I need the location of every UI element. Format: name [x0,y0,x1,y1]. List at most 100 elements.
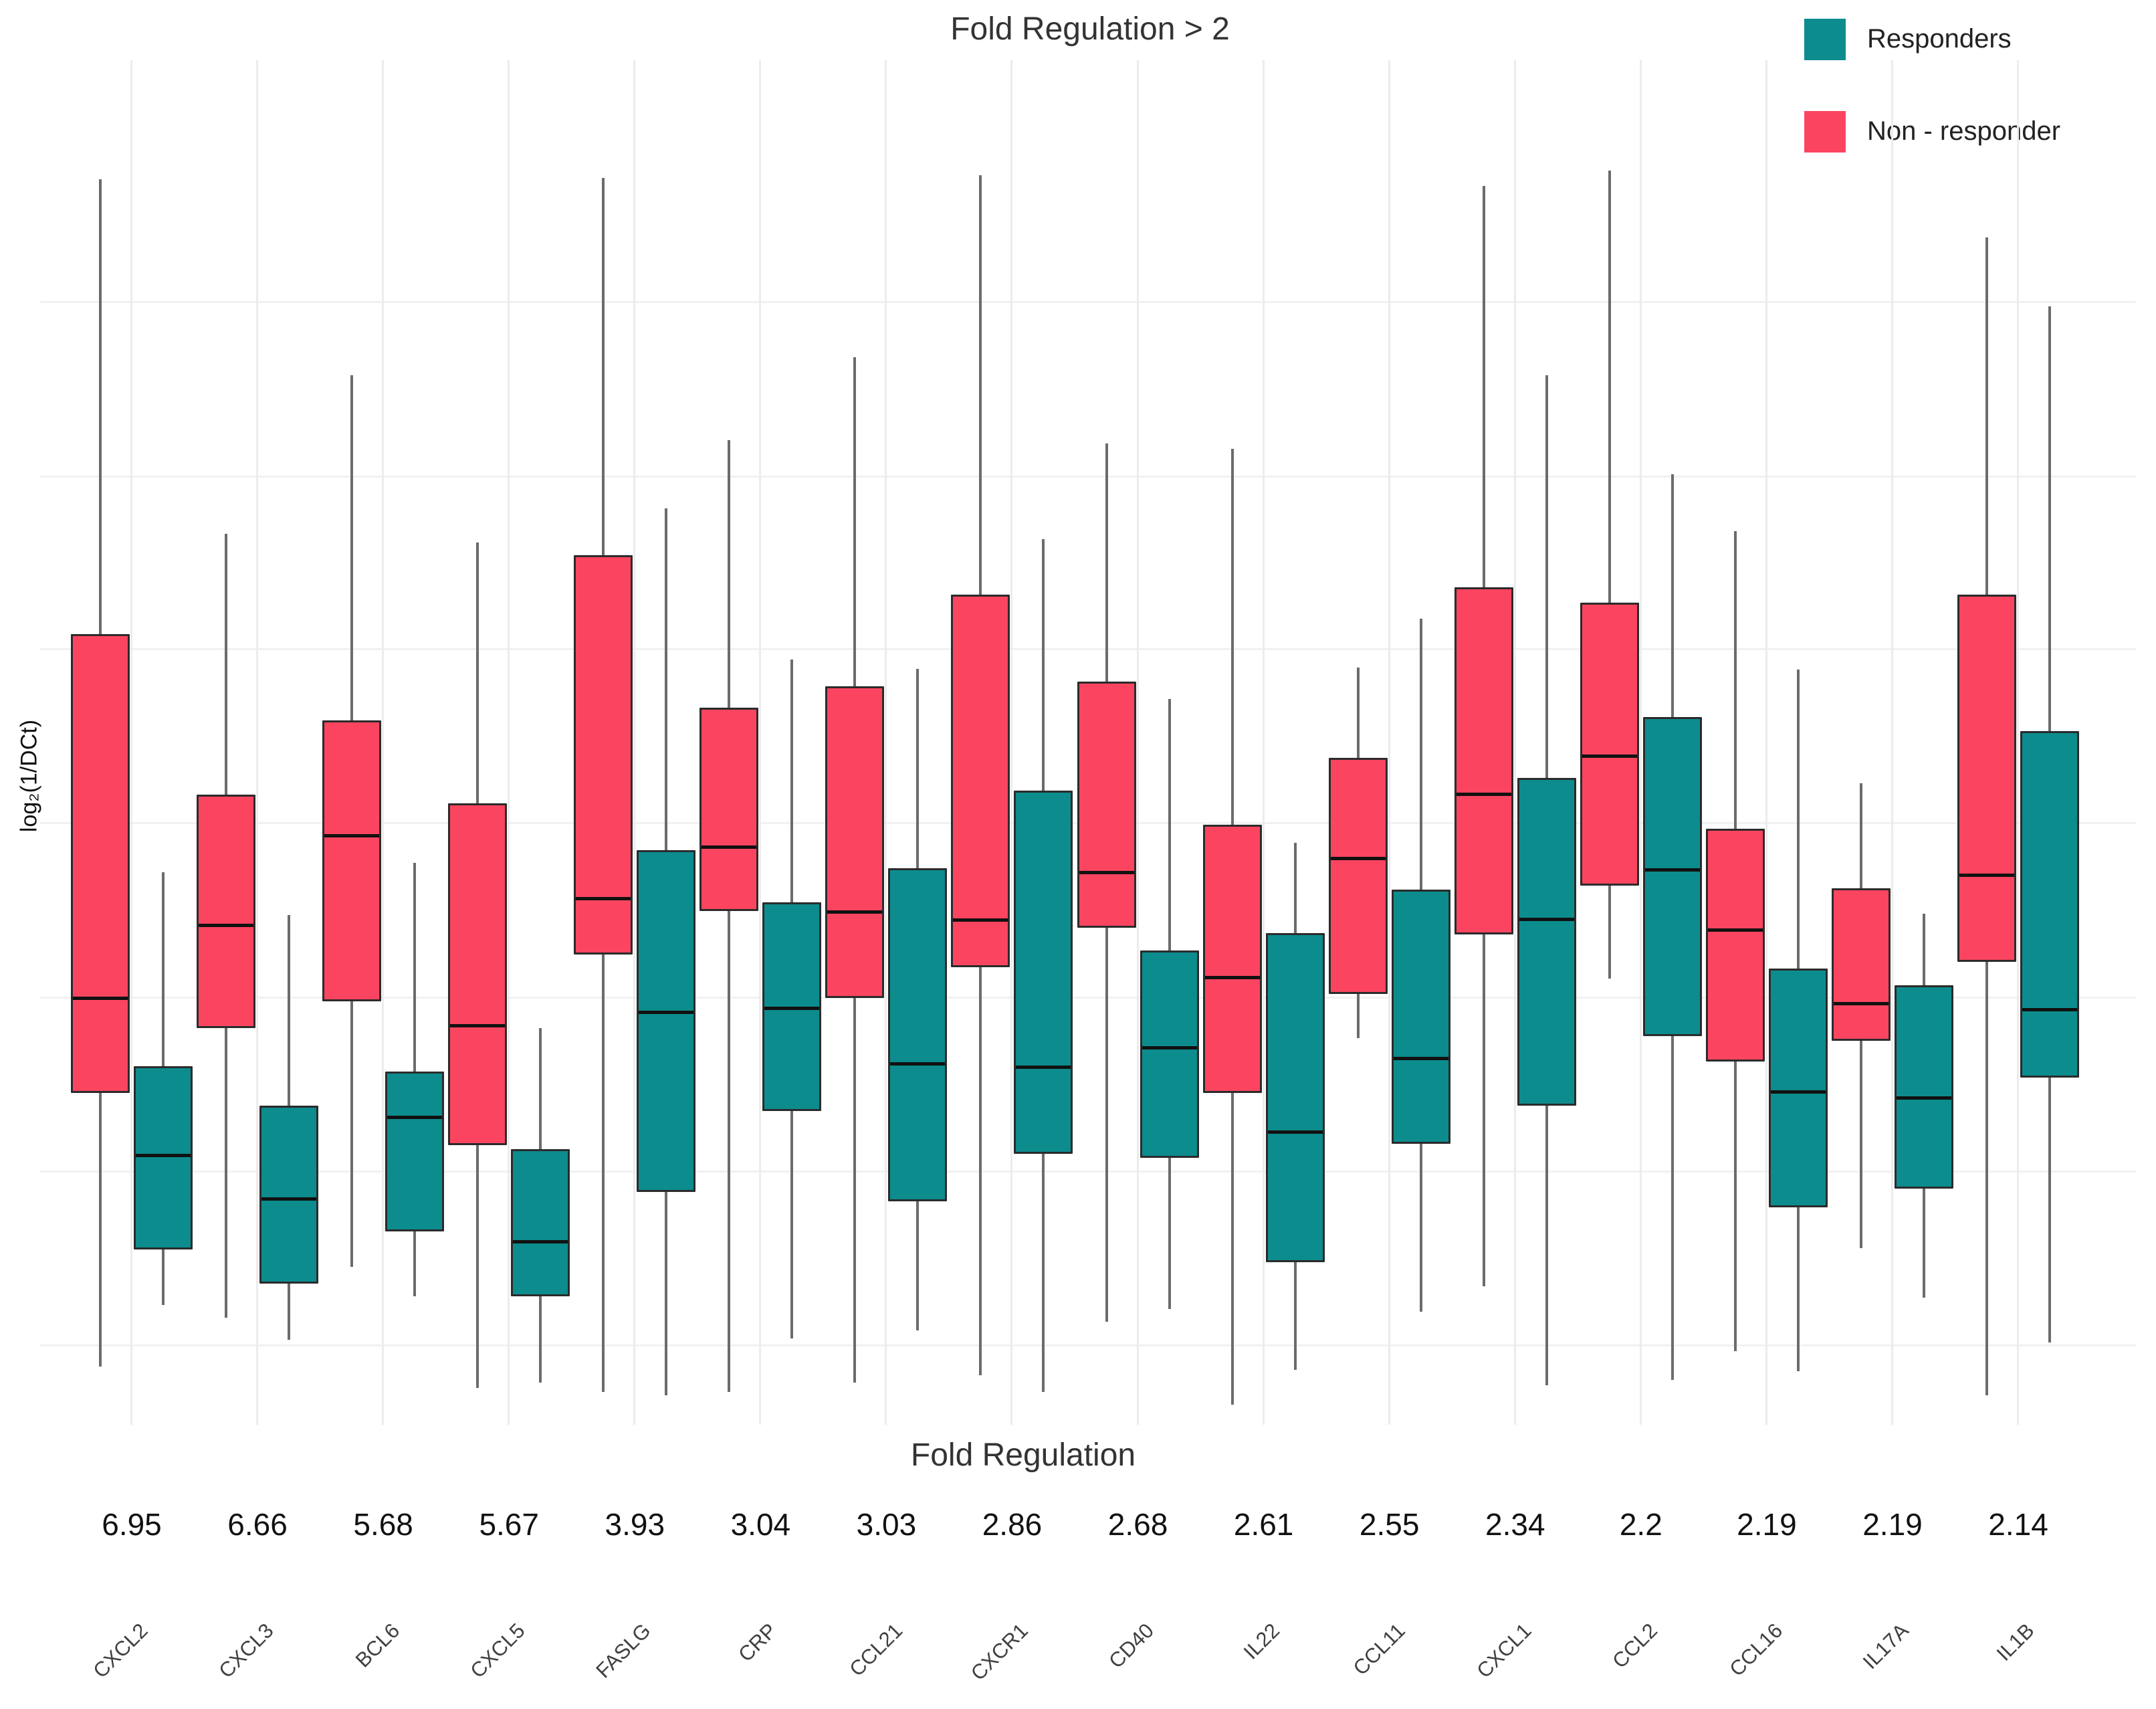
non-responder-median-line [953,918,1008,922]
responders-box [1894,985,1953,1189]
non-responder-box [1705,828,1765,1062]
vertical-gridline [759,60,762,1425]
non-responder-box [1454,587,1513,934]
responders-box [1014,790,1073,1154]
non-responder-median-line [1456,793,1511,797]
responders-swatch-icon [1804,19,1846,60]
fold-regulation-value: 2.2 [1619,1507,1662,1542]
non-responder-box [71,634,130,1094]
non-responder-box [1202,825,1262,1094]
responders-median-line [764,1006,820,1010]
horizontal-gridline [40,996,2136,999]
responders-box [1768,968,1828,1208]
fold-regulation-value: 2.19 [1862,1507,1923,1542]
gene-label: FASLG [591,1619,656,1683]
non-responder-box [448,803,508,1145]
gene-label: CD40 [1104,1619,1159,1673]
fold-regulation-value: 2.61 [1233,1507,1294,1542]
non-responder-median-line [1707,928,1763,932]
vertical-gridline [1010,60,1013,1425]
fold-regulation-value: 2.19 [1737,1507,1797,1542]
vertical-gridline [1765,60,1767,1425]
non-responder-whisker [728,439,731,1392]
responders-median-line [1519,918,1574,922]
responders-box [888,868,948,1201]
gene-label: CRP [734,1619,782,1667]
non-responder-box [1580,602,1639,886]
non-responder-box [322,720,382,1002]
non-responder-box [951,595,1010,967]
non-responder-median-line [324,834,380,838]
horizontal-gridline [40,475,2136,478]
gene-label: IL22 [1238,1619,1285,1664]
vertical-gridline [382,60,385,1425]
gene-label: CXCL3 [214,1619,278,1683]
responders-median-line [1770,1090,1826,1094]
responders-box [1140,950,1199,1158]
fold-regulation-value: 6.66 [227,1507,288,1542]
plot-area [0,60,2156,1425]
vertical-gridline [1388,60,1390,1425]
fold-regulation-value: 2.68 [1107,1507,1168,1542]
non-responder-box [825,686,885,998]
responders-median-line [639,1010,694,1014]
vertical-gridline [885,60,887,1425]
non-responder-box [1077,681,1136,928]
chart-title: Fold Regulation > 2 [950,11,1230,47]
horizontal-gridline [40,1171,2136,1173]
responders-box [134,1066,193,1249]
gene-label: CCL2 [1607,1619,1662,1673]
gene-label: CCL21 [845,1619,907,1681]
non-responder-median-line [450,1023,506,1027]
horizontal-gridline [40,1344,2136,1347]
non-responder-median-line [199,924,254,928]
fold-regulation-value: 2.14 [1988,1507,2048,1542]
non-responder-box [699,708,759,912]
non-responder-box [1831,888,1891,1041]
vertical-gridline [1136,60,1139,1425]
fold-regulation-value: 5.68 [353,1507,413,1542]
responders-median-line [2022,1007,2078,1011]
gene-label: IL1B [1991,1619,2039,1666]
responders-box [762,902,822,1111]
fold-regulation-value: 3.04 [730,1507,791,1542]
vertical-gridline [130,60,132,1425]
vertical-gridline [1262,60,1265,1425]
non-responder-whisker [1608,170,1611,979]
non-responder-box [1957,595,2017,963]
responders-median-line [1016,1065,1071,1069]
responders-median-line [136,1154,191,1158]
legend-label: Responders [1867,24,2012,54]
non-responder-median-line [1582,755,1637,759]
vertical-gridline [1513,60,1516,1425]
fold-regulation-value: 2.34 [1485,1507,1545,1542]
vertical-gridline [2017,60,2020,1425]
gene-label: CCL16 [1725,1619,1788,1681]
non-responder-median-line [1833,1001,1889,1005]
responders-box [1391,890,1450,1144]
responders-median-line [261,1197,317,1201]
responders-median-line [890,1062,946,1066]
gene-label: IL17A [1858,1619,1913,1674]
horizontal-gridline [40,648,2136,651]
x-axis-title: Fold Regulation [910,1437,1136,1473]
vertical-gridline [508,60,510,1425]
responders-box [2020,730,2080,1078]
non-responder-box [197,794,256,1029]
gene-label: BCL6 [350,1619,404,1672]
non-responder-median-line [1330,857,1386,861]
responders-median-line [1896,1096,1951,1100]
responders-median-line [1142,1046,1197,1050]
responders-box [1517,777,1576,1106]
legend-label: Non - responder [1867,116,2061,146]
vertical-gridline [1639,60,1642,1425]
non-responder-swatch-icon [1804,111,1846,153]
responders-box [1642,716,1702,1036]
non-responder-median-line [1204,975,1260,979]
responders-median-line [513,1239,568,1243]
fold-regulation-value: 5.67 [479,1507,539,1542]
fold-regulation-value: 2.86 [982,1507,1043,1542]
horizontal-gridline [40,301,2136,304]
fold-regulation-value: 2.55 [1359,1507,1420,1542]
